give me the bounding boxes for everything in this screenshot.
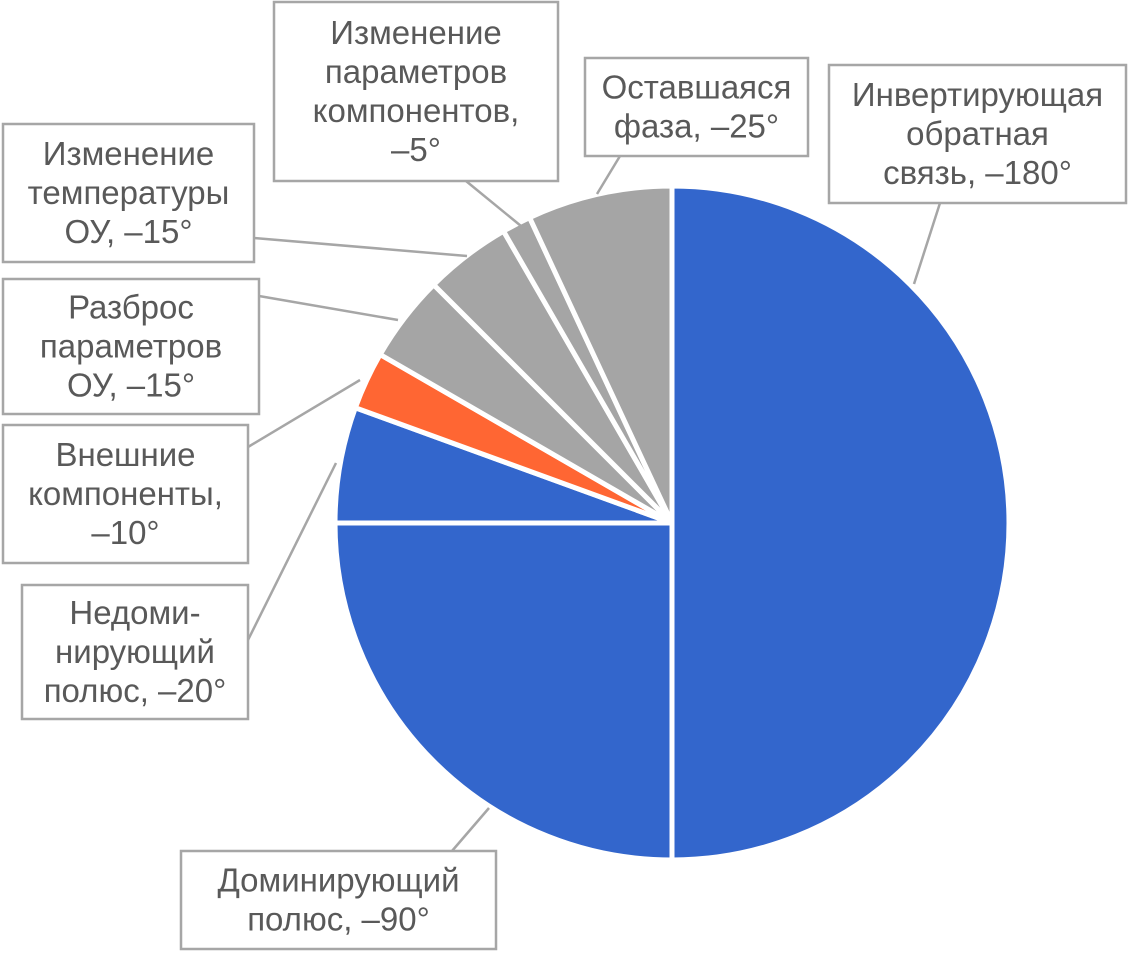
label-box [1, 423, 250, 565]
leader-line [258, 294, 399, 322]
label-box [179, 849, 498, 951]
data-label-text: связь, –180° [883, 154, 1072, 191]
data-label-text: Недоми- [69, 594, 200, 631]
label-box [20, 583, 250, 721]
leader-line [246, 462, 338, 641]
pie-slice [332, 520, 675, 863]
data-label-text: Инвертирующая [852, 76, 1103, 113]
leader-line [253, 236, 468, 258]
data-label-text: полюс, –90° [247, 900, 430, 937]
data-label-text: параметров [40, 327, 222, 364]
data-label-text: Внешние [55, 436, 195, 473]
leader-line [465, 180, 522, 227]
data-label-text: Изменение [43, 135, 214, 172]
leader-lines [246, 155, 942, 852]
label-box [1, 122, 256, 264]
data-label-text: полюс, –20° [44, 672, 227, 709]
data-label-text: –10° [91, 514, 159, 551]
data-label-text: обратная [906, 115, 1049, 152]
data-label-text: нирующий [55, 633, 215, 670]
leader-line [595, 155, 622, 195]
data-label-text: параметров [325, 53, 507, 90]
leader-line [247, 378, 361, 449]
data-label-text: температуры [28, 174, 230, 211]
data-label-text: ОУ, –15° [64, 213, 192, 250]
data-label-text: фаза, –25° [614, 107, 779, 144]
label-box [583, 56, 810, 158]
leader-line [912, 202, 942, 285]
data-label-text: компоненты, [28, 475, 223, 512]
data-label-text: Оставшаяся [602, 68, 792, 105]
data-label-text: Изменение [330, 14, 501, 51]
data-label-text: Доминирующий [217, 861, 459, 898]
data-label-text: ОУ, –15° [67, 366, 195, 403]
data-label-text: Разброс [68, 288, 194, 325]
data-label-text: –5° [391, 131, 441, 168]
pie-slice [526, 183, 675, 525]
label-box [827, 63, 1128, 205]
pie-slice [669, 183, 1012, 863]
label-box [272, 0, 560, 183]
leader-line [451, 807, 490, 852]
label-box [1, 277, 261, 416]
pie-slices [332, 183, 1012, 863]
data-label-text: компонентов, [313, 92, 520, 129]
